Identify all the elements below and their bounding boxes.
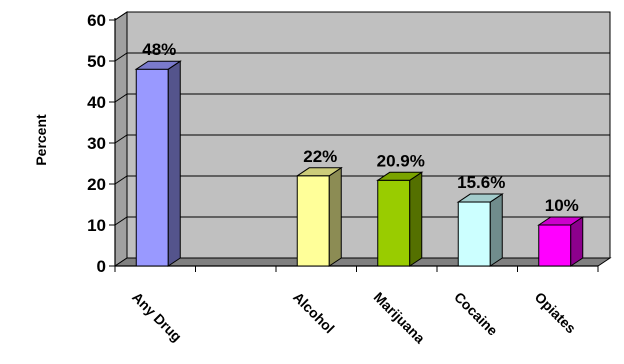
gridline [114, 93, 610, 103]
category-label: Any Drug [129, 289, 185, 345]
data-label: 22% [303, 147, 337, 166]
bar-1-top [134, 60, 182, 70]
category-label: Opiates [532, 289, 580, 337]
y-tick-label: 0 [97, 257, 106, 276]
bar-4-top [376, 171, 424, 181]
bar-3-side [328, 166, 342, 267]
y-tick-label: 40 [87, 93, 106, 112]
category-label: Cocaine [451, 289, 501, 339]
gridline [114, 52, 610, 62]
data-label: 15.6% [457, 173, 505, 192]
bar-1-side [167, 60, 181, 267]
plot-floor [113, 257, 612, 267]
bar-5-side [489, 193, 503, 267]
y-axis-title: Percent [33, 114, 49, 166]
y-tick-label: 60 [87, 11, 106, 30]
data-label: 10% [545, 196, 579, 215]
bar-1-front [135, 68, 169, 267]
bar-4-side [409, 171, 423, 267]
bar-5-top [456, 193, 504, 203]
data-label: 48% [142, 40, 176, 59]
y-tick-label: 30 [87, 134, 106, 153]
bar-6-front [538, 224, 572, 267]
bar-4-front [377, 179, 411, 267]
y-tick-label: 50 [87, 52, 106, 71]
category-label: Alcohol [290, 289, 338, 337]
gridline [114, 11, 610, 21]
bar-6-top [537, 216, 585, 226]
bar-3-front [296, 175, 330, 267]
data-label: 20.9% [377, 151, 425, 170]
category-label: Marijuana [371, 289, 429, 347]
y-tick-label: 20 [87, 175, 106, 194]
gridline [114, 175, 610, 185]
bar-3-top [295, 167, 343, 177]
bar-5-front [457, 201, 491, 267]
gridline [114, 134, 610, 144]
gridline [114, 216, 610, 226]
y-tick-label: 10 [87, 216, 106, 235]
